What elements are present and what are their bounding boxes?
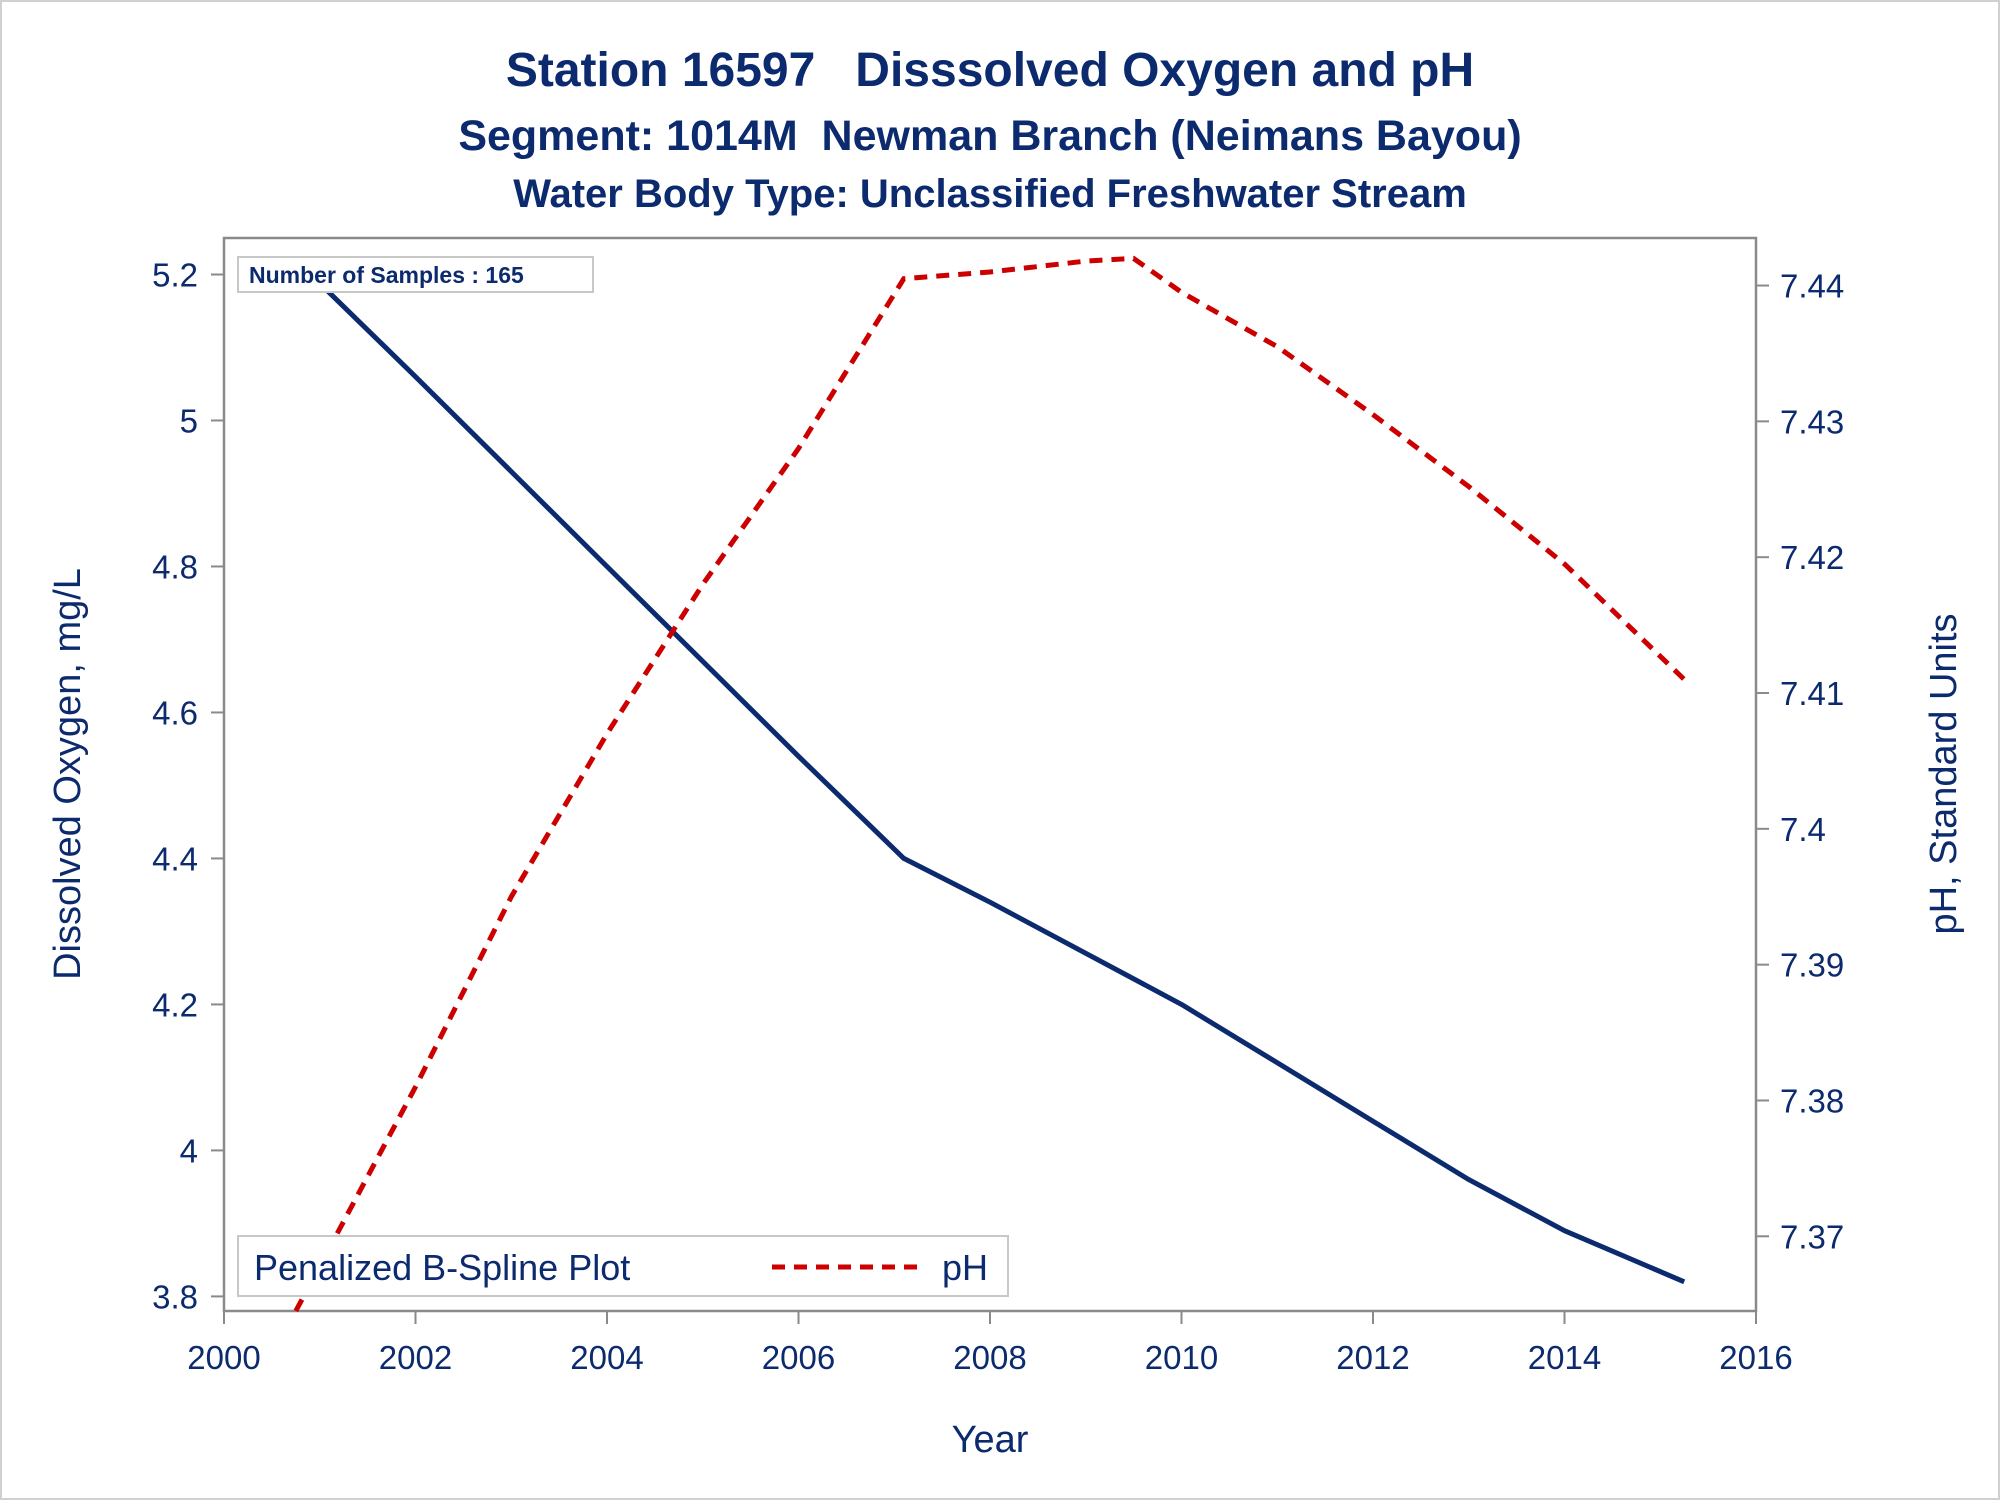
x-tick-label: 2006 <box>762 1339 835 1376</box>
x-tick-label: 2016 <box>1719 1339 1792 1376</box>
x-axis-label: Year <box>952 1419 1029 1461</box>
y-axis-left: 3.8 4 4.2 4.4 4.6 4.8 5 5.2 <box>152 256 224 1315</box>
x-tick-label: 2002 <box>379 1339 452 1376</box>
y2-axis-label: pH, Standard Units <box>1923 613 1965 934</box>
series-line-ph <box>293 255 1686 1313</box>
sample-count-text: Number of Samples : 165 <box>249 262 524 288</box>
y-tick-label: 4.4 <box>152 840 198 877</box>
y2-tick-label: 7.44 <box>1780 268 1844 305</box>
x-tick-label: 2000 <box>187 1339 260 1376</box>
y2-tick-label: 7.4 <box>1780 811 1826 848</box>
x-tick-label: 2012 <box>1336 1339 1409 1376</box>
chart-title: Station 16597 Disssolved Oxygen and pH <box>506 44 1474 97</box>
y-tick-label: 4.2 <box>152 986 198 1023</box>
x-tick-label: 2004 <box>570 1339 643 1376</box>
legend-entry-ph: pH <box>942 1247 988 1288</box>
x-axis: 2000 2002 2004 2006 2008 2010 2012 2014 2016 <box>187 1311 1793 1376</box>
y2-tick-label: 7.37 <box>1780 1218 1844 1255</box>
y-tick-label: 5 <box>180 402 198 439</box>
series-line-dissolved-oxygen <box>294 258 1686 1285</box>
x-tick-label: 2008 <box>953 1339 1026 1376</box>
chart-subtitle: Segment: 1014M Newman Branch (Neimans Ba… <box>458 112 1521 160</box>
legend: Penalized B-Spline Plot pH <box>237 1235 1009 1297</box>
y-tick-label: 3.8 <box>152 1278 198 1315</box>
y-tick-label: 4 <box>180 1132 198 1169</box>
y-tick-label: 4.8 <box>152 548 198 585</box>
y2-tick-label: 7.43 <box>1780 403 1844 440</box>
y2-tick-label: 7.41 <box>1780 675 1844 712</box>
y-axis-right: 7.37 7.38 7.39 7.4 7.41 7.42 7.43 7.44 <box>1756 268 1844 1255</box>
y2-tick-label: 7.38 <box>1780 1082 1844 1119</box>
y-tick-label: 4.6 <box>152 694 198 731</box>
chart-subtitle-2: Water Body Type: Unclassified Freshwater… <box>513 172 1467 216</box>
sample-count-box <box>237 256 594 293</box>
y2-tick-label: 7.42 <box>1780 539 1844 576</box>
y2-tick-label: 7.39 <box>1780 947 1844 984</box>
x-tick-label: 2014 <box>1528 1339 1601 1376</box>
legend-title: Penalized B-Spline Plot <box>254 1247 630 1288</box>
plot-area <box>222 236 1758 1313</box>
x-tick-label: 2010 <box>1145 1339 1218 1376</box>
legend-box <box>237 1235 1009 1297</box>
y-axis-label: Dissolved Oxygen, mg/L <box>47 568 89 980</box>
y-tick-label: 5.2 <box>152 256 198 293</box>
